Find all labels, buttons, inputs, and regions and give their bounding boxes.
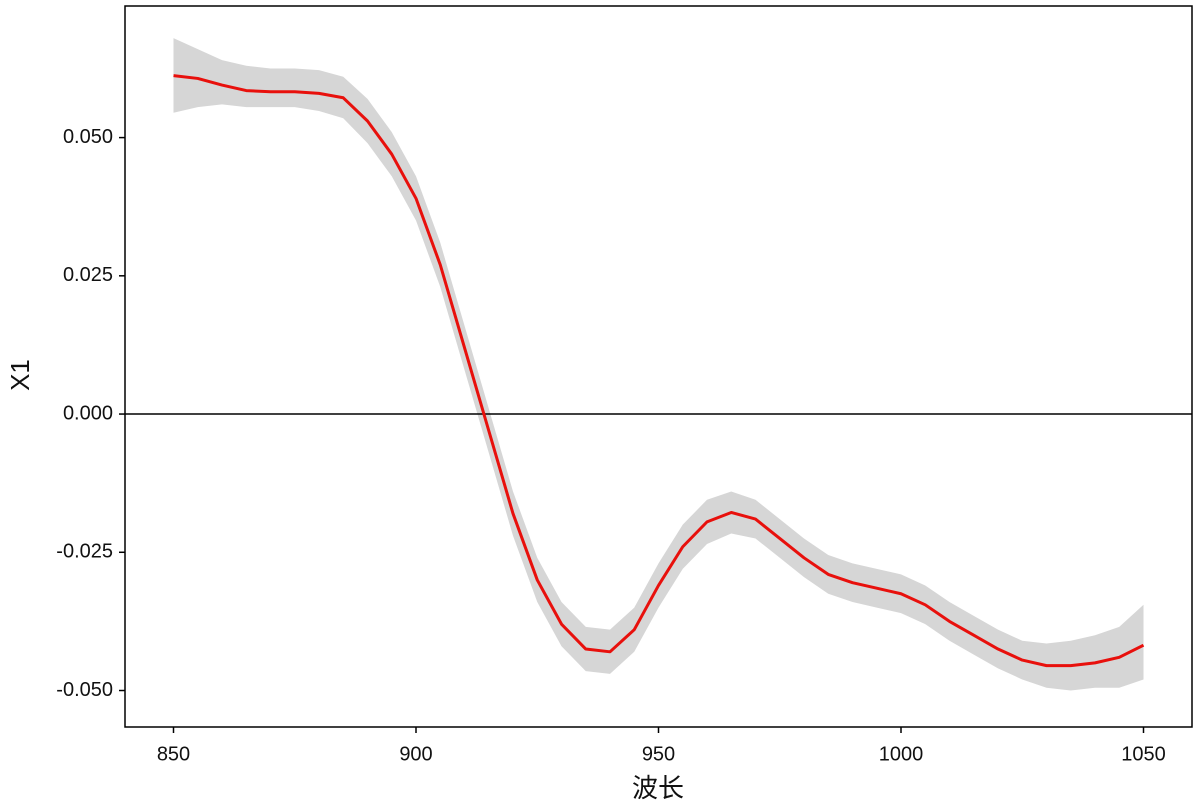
x-tick-label: 950 — [642, 743, 675, 765]
y-axis-title: X1 — [5, 359, 35, 391]
y-tick-label: -0.050 — [56, 679, 113, 701]
x-tick-label: 850 — [157, 743, 190, 765]
x-tick-label: 900 — [399, 743, 432, 765]
x-tick-label: 1000 — [879, 743, 924, 765]
plot-frame — [124, 5, 1193, 728]
y-tick-label: 0.000 — [63, 402, 113, 424]
y-tick-label: -0.025 — [56, 541, 113, 563]
line — [173, 74, 1145, 668]
y-tick-label: 0.025 — [63, 264, 113, 286]
confidence-band — [173, 38, 1144, 691]
y-tick-label: 0.050 — [63, 126, 113, 148]
x-axis-title: 波长 — [632, 773, 684, 803]
x-tick-label: 1050 — [1121, 743, 1166, 765]
